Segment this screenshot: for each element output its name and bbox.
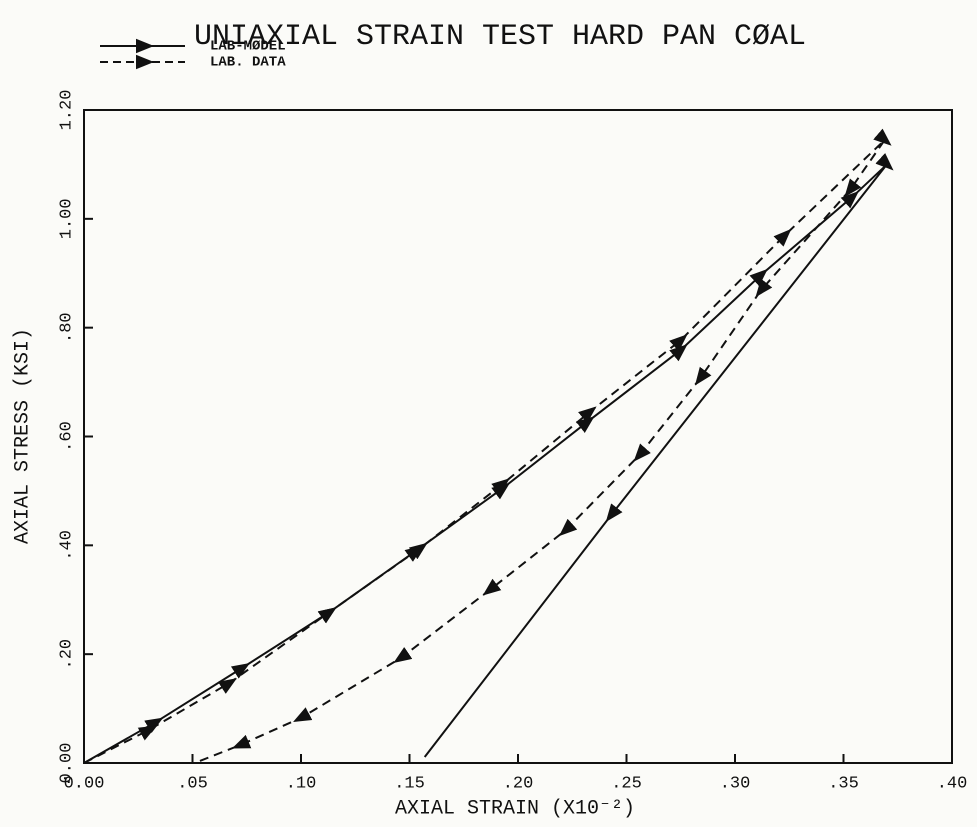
- x-tick-label: .35: [828, 774, 859, 793]
- x-tick-label: .40: [937, 774, 968, 793]
- x-tick-label: .05: [177, 774, 208, 793]
- chart-title: UNIAXIAL STRAIN TEST HARD PAN CØAL: [194, 20, 806, 54]
- x-tick-label: .10: [286, 774, 317, 793]
- data-line: [83, 128, 892, 764]
- x-tick-label: .30: [720, 774, 751, 793]
- x-tick-label: .25: [611, 774, 642, 793]
- data-line: [83, 153, 894, 764]
- x-tick-label: 0.00: [64, 774, 105, 793]
- x-tick-label: .20: [503, 774, 534, 793]
- legend-label: LAB-MØDEL: [210, 39, 286, 55]
- y-tick-label: .20: [57, 639, 76, 670]
- y-tick-label: 0.00: [57, 743, 76, 784]
- y-tick-label: .80: [57, 312, 76, 343]
- y-tick-label: 1.00: [57, 198, 76, 239]
- y-tick-label: .60: [57, 421, 76, 452]
- y-tick-label: 1.20: [57, 90, 76, 131]
- x-tick-label: .15: [394, 774, 425, 793]
- y-tick-label: .40: [57, 530, 76, 561]
- legend-label: LAB. DATA: [210, 55, 286, 71]
- plot-frame: [83, 109, 953, 764]
- y-axis-label: AXIAL STRESS (KSI): [11, 328, 34, 544]
- x-axis-label: AXIAL STRAIN (X10⁻²): [395, 797, 635, 820]
